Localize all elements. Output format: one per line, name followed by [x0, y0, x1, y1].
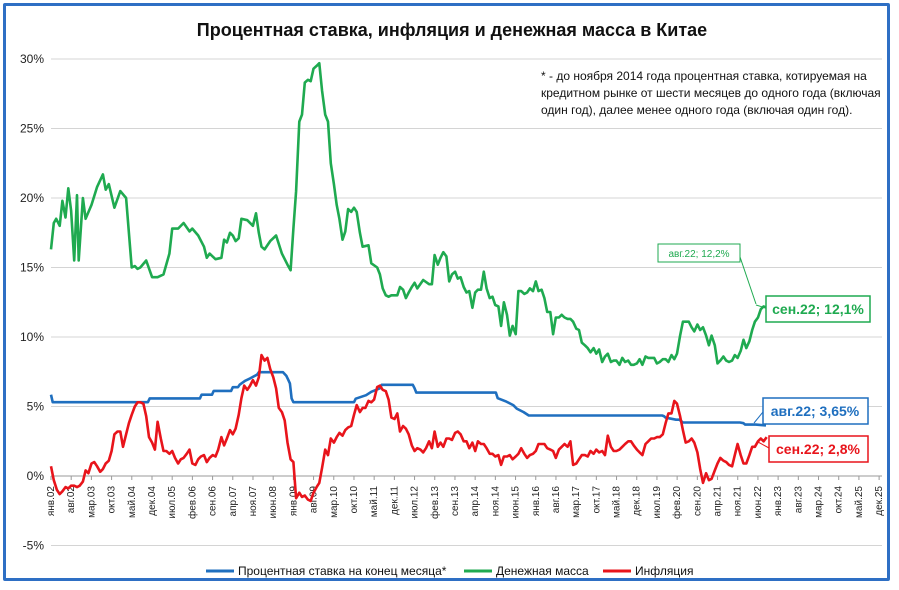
x-tick-label: дек.11: [389, 486, 400, 515]
m2-sep-box: [765, 295, 871, 323]
legend: Процентная ставка на конец месяца* Денеж…: [206, 564, 693, 578]
x-tick-label: окт.10: [349, 486, 360, 514]
m2-aug-box: [657, 243, 741, 263]
m2-aug-label: авг.22; 12,2%: [668, 249, 729, 260]
x-tick-label: окт.24: [834, 486, 845, 514]
m2-aug-leader: [738, 253, 757, 305]
x-tick-label: сен.13: [450, 486, 461, 516]
x-tick-label: июн.15: [511, 486, 522, 519]
x-tick-label: май.11: [369, 486, 380, 518]
x-tick-label: ноя.21: [733, 486, 744, 517]
footnote-line-2: кредитном рынке от шести месяцев до одно…: [541, 86, 881, 100]
x-tick-label: мар.10: [329, 486, 340, 518]
footnote-line-3: один год), далее менее одного года (вклю…: [541, 103, 852, 117]
x-tick-label: авг.02: [66, 486, 77, 514]
x-tick-label: май.25: [854, 486, 865, 518]
x-tick-label: апр.21: [713, 486, 724, 517]
m2-sep-label: сен.22; 12,1%: [772, 301, 864, 317]
x-tick-label: авг.23: [793, 486, 804, 514]
y-tick-label: -5%: [23, 539, 45, 553]
y-axis-ticks: 30% 25% 20% 15% 10% 5% 0% -5%: [20, 52, 44, 553]
legend-label-rate: Процентная ставка на конец месяца*: [238, 564, 447, 578]
x-tick-label: ноя.07: [248, 486, 259, 517]
x-tick-label: апр.07: [228, 486, 239, 517]
x-tick-label: дек.04: [147, 486, 158, 516]
chart-frame: Процентная ставка, инфляция и денежная м…: [3, 3, 890, 581]
y-tick-label: 15%: [20, 261, 44, 275]
chart: Процентная ставка, инфляция и денежная м…: [20, 20, 885, 578]
x-tick-label: сен.06: [208, 486, 219, 516]
x-tick-label: мар.03: [86, 486, 97, 518]
rate-aug-label: авг.22; 3,65%: [771, 403, 860, 419]
x-tick-label: дек.18: [632, 486, 643, 516]
x-tick-label: дек.25: [874, 486, 885, 516]
x-tick-label: июл.19: [652, 486, 663, 519]
x-tick-label: май.18: [612, 486, 623, 518]
x-tick-label: янв.23: [773, 486, 784, 517]
x-tick-label: фев.06: [186, 486, 198, 519]
x-tick-label: апр.14: [470, 486, 481, 517]
rate-aug-box: [762, 397, 869, 425]
x-tick-label: сен.20: [692, 486, 703, 516]
series-lines: [49, 61, 768, 503]
x-tick-label: май.04: [127, 486, 138, 518]
y-tick-label: 20%: [20, 191, 44, 205]
grid: [50, 58, 882, 546]
chart-title: Процентная ставка, инфляция и денежная м…: [197, 20, 707, 40]
x-tick-label: авг.16: [551, 486, 562, 514]
x-tick-label: ноя.14: [490, 486, 501, 517]
x-tick-label: мар.17: [571, 486, 582, 518]
x-tick-label: фев.20: [671, 486, 683, 519]
y-tick-label: 5%: [27, 400, 45, 414]
x-tick-label: окт.17: [591, 486, 602, 514]
legend-label-cpi: Инфляция: [635, 564, 693, 578]
footnote: * - до ноября 2014 года процентная ставк…: [541, 69, 881, 117]
x-tick-label: окт.03: [107, 486, 118, 514]
y-tick-label: 0%: [27, 469, 45, 483]
series-line-rate: [49, 370, 766, 427]
x-tick-label: янв.02: [46, 486, 57, 517]
x-axis-ticks: янв.02 авг.02 мар.03 окт.03 май.04 дек.04 июл.…: [46, 486, 885, 519]
x-tick-label: мар.24: [814, 486, 825, 518]
cpi-sep-box: [768, 435, 869, 463]
y-tick-label: 30%: [20, 52, 44, 66]
x-tick-label: июл.05: [167, 486, 178, 519]
footnote-line-1: * - до ноября 2014 года процентная ставк…: [541, 69, 867, 83]
x-tick-label: янв.16: [531, 486, 542, 517]
rate-aug-leader: [753, 411, 764, 424]
y-tick-label: 25%: [20, 122, 44, 136]
series-line-m2: [49, 61, 768, 367]
series-line-cpi: [49, 353, 768, 503]
legend-label-m2: Денежная масса: [496, 564, 589, 578]
cpi-sep-leader: [757, 441, 770, 449]
x-tick-label: янв.09: [288, 486, 299, 517]
annotations: авг.22; 12,2% сен.22; 12,1% авг.22; 3,65…: [657, 243, 871, 463]
x-tick-label: фев.13: [429, 486, 441, 519]
y-tick-label: 10%: [20, 330, 44, 344]
x-tick-label: авг.09: [309, 486, 320, 514]
x-tick-label: июн.08: [268, 486, 279, 519]
cpi-sep-label: сен.22; 2,8%: [776, 441, 861, 457]
m2-sep-leader: [755, 304, 767, 309]
x-tick-label: июн.22: [753, 486, 764, 519]
x-tick-label: июл.12: [410, 486, 421, 519]
